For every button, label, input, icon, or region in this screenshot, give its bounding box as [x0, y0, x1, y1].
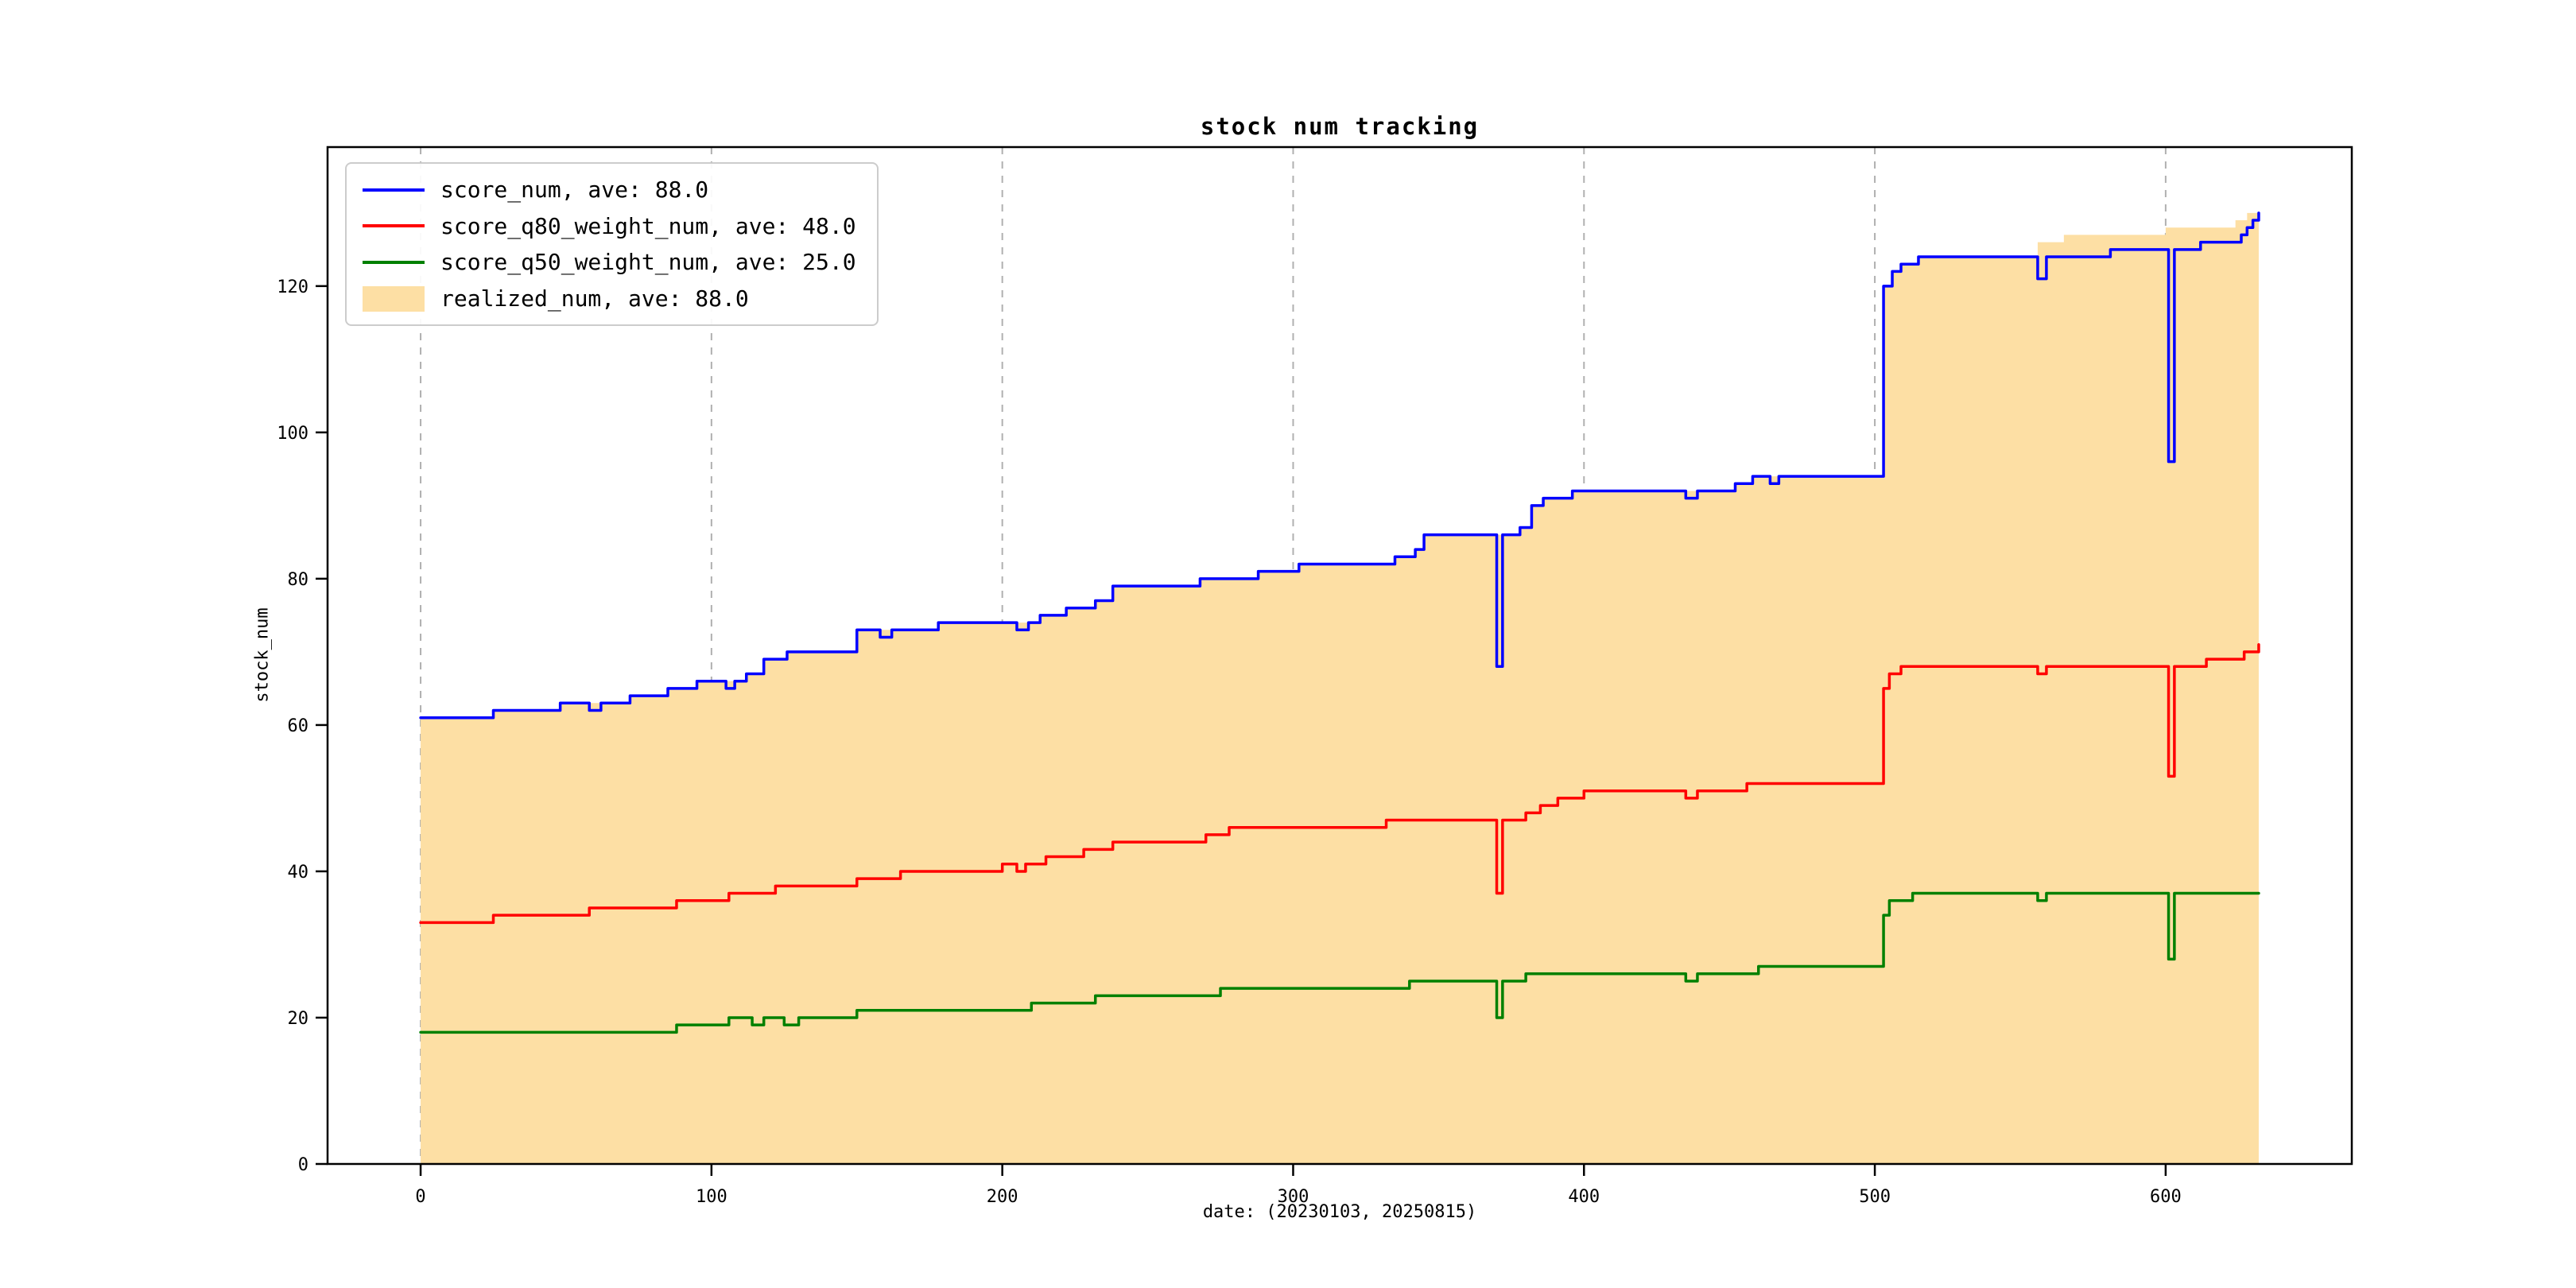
- legend-label: score_q80_weight_num, ave: 48.0: [440, 212, 856, 239]
- legend-label: realized_num, ave: 88.0: [440, 285, 749, 312]
- y-tick-label: 0: [298, 1155, 308, 1175]
- legend-item: realized_num, ave: 88.0: [363, 285, 856, 312]
- x-tick-label: 500: [1859, 1187, 1891, 1207]
- y-axis-label: stock_num: [252, 607, 273, 703]
- legend-label: score_num, ave: 88.0: [440, 177, 709, 203]
- legend-item: score_num, ave: 88.0: [363, 177, 856, 204]
- y-tick-label: 120: [277, 277, 308, 297]
- x-tick-label: 100: [696, 1187, 727, 1207]
- legend-patch-swatch: [363, 285, 425, 312]
- y-tick-label: 80: [288, 570, 309, 590]
- legend-label: score_q50_weight_num, ave: 25.0: [440, 249, 856, 276]
- legend-line-swatch: [363, 188, 425, 192]
- x-axis-label: date: (20230103, 20250815): [1202, 1202, 1477, 1222]
- line-series-0: [419, 211, 2260, 720]
- x-tick-label: 400: [1568, 1187, 1600, 1207]
- line-series-1: [419, 642, 2260, 925]
- chart-title: stock num tracking: [1200, 113, 1480, 140]
- legend-item: score_q50_weight_num, ave: 25.0: [363, 249, 856, 276]
- y-tick-label: 60: [288, 716, 309, 736]
- legend: score_num, ave: 88.0 score_q80_weight_num…: [345, 162, 879, 327]
- x-tick-label: 0: [415, 1187, 425, 1207]
- legend-line-swatch: [363, 260, 425, 264]
- area-series-realized-num: [421, 205, 2259, 1164]
- legend-item: score_q80_weight_num, ave: 48.0: [363, 213, 856, 240]
- y-tick-label: 20: [288, 1009, 309, 1029]
- x-tick-label: 300: [1278, 1187, 1309, 1207]
- line-series-2: [419, 891, 2260, 1034]
- x-tick-label: 600: [2150, 1187, 2182, 1207]
- x-tick-label: 200: [987, 1187, 1018, 1207]
- legend-line-swatch: [363, 224, 425, 228]
- y-tick-label: 100: [277, 424, 308, 444]
- y-tick-label: 40: [288, 863, 309, 883]
- axes-frame: [326, 145, 2353, 1166]
